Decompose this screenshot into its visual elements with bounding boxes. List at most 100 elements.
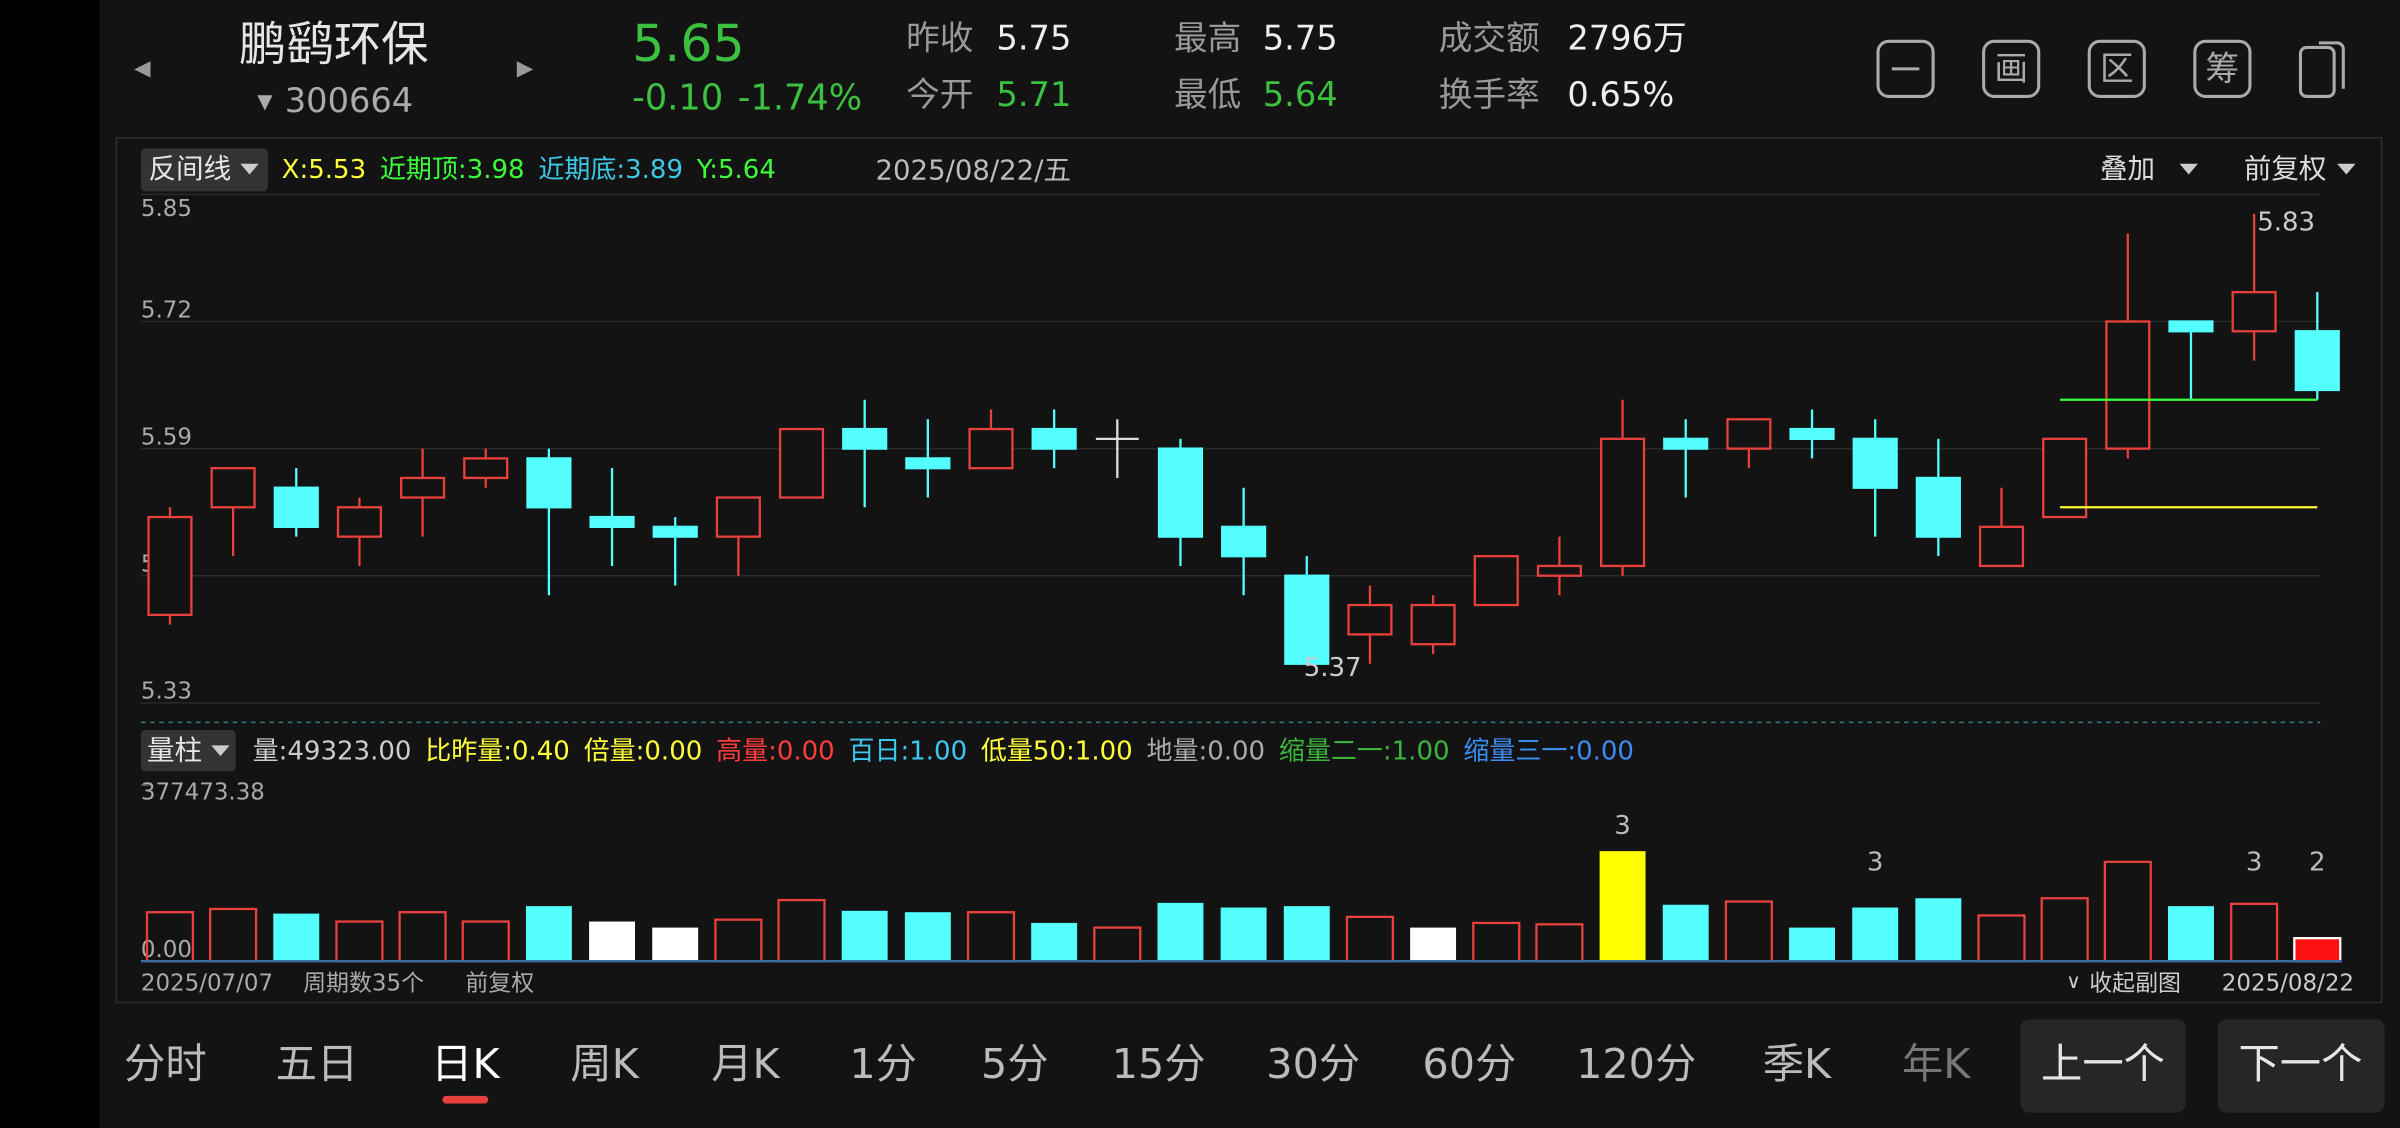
left-strip: [0, 0, 100, 1128]
candle-body: [1284, 574, 1330, 665]
end-date: 2025/08/22: [2222, 971, 2354, 997]
tool-button[interactable]: [1982, 39, 2041, 98]
candle-body: [1789, 427, 1835, 440]
period-tab[interactable]: 季K: [1763, 1040, 1832, 1088]
volume-bar: [273, 913, 320, 962]
candle-body: [1410, 603, 1456, 646]
volume-marker: 3: [1867, 848, 1884, 878]
volume-bar: [1599, 851, 1646, 962]
candle-body: [1599, 437, 1646, 568]
indicator-value: 0.40: [512, 736, 570, 766]
stat-label: 换手率: [1439, 75, 1540, 114]
period-tab[interactable]: 日K: [431, 1040, 500, 1088]
candle-body: [336, 506, 382, 538]
stat-value: 5.75: [1263, 18, 1338, 57]
volume-bar: [1789, 927, 1835, 962]
candle-body: [147, 515, 193, 616]
indicator-value: 1.00: [1392, 736, 1450, 766]
indicator-label: 近期顶:: [380, 154, 467, 184]
price-chart: 5.335.465.595.725.855.835.37: [140, 193, 2340, 705]
indicator-label: 高量:: [716, 736, 777, 766]
candle-body: [652, 525, 698, 538]
candle-body: [1031, 427, 1077, 450]
phone-icon[interactable]: [2298, 45, 2336, 98]
volume-indicator-button[interactable]: [140, 730, 236, 772]
next-button-bg[interactable]: [2217, 1019, 2385, 1113]
period-tab[interactable]: 年K: [1902, 1040, 1971, 1088]
indicator-value: 0.00: [1576, 736, 1634, 766]
candle-body: [905, 457, 951, 470]
indicator-label: 近期底:: [538, 154, 625, 184]
collapse-button[interactable]: 收起副图: [2089, 971, 2181, 997]
period-tab[interactable]: 周K: [570, 1040, 639, 1088]
candle-body: [2294, 330, 2340, 392]
volume-bar: [1852, 907, 1899, 962]
candle-body: [1978, 525, 2025, 568]
tool-label: 画: [1994, 49, 2028, 88]
indicator-value: 3.98: [467, 154, 525, 184]
indicator-value: 5.64: [718, 154, 776, 184]
period-tab[interactable]: 1分: [849, 1040, 917, 1088]
indicator-value: 3.89: [625, 154, 683, 184]
adjust-button[interactable]: 前复权: [2244, 153, 2327, 185]
tool-button[interactable]: [2193, 39, 2252, 98]
volume-bar: [2168, 906, 2214, 962]
prev-button[interactable]: 上一个: [2041, 1040, 2165, 1088]
tool-button[interactable]: [2087, 39, 2146, 98]
stat-value: 5.64: [1263, 75, 1338, 114]
candle-body: [1221, 525, 1267, 558]
indicator-name: 反间线: [149, 153, 232, 185]
collapse-icon[interactable]: ∨: [2066, 970, 2081, 993]
prev-button-bg[interactable]: [2020, 1019, 2186, 1113]
candle-body: [1157, 447, 1204, 538]
volume-bar: [1662, 904, 1709, 962]
y-tick-label: 5.59: [141, 424, 192, 450]
period-tab[interactable]: 五日: [276, 1040, 359, 1088]
period-tab[interactable]: 15分: [1112, 1040, 1206, 1088]
prev-stock[interactable]: ◀: [134, 56, 151, 81]
period-tab[interactable]: 60分: [1422, 1040, 1516, 1088]
volume-tick-label: 377473.38: [141, 779, 265, 805]
change-pct: -1.74%: [738, 77, 862, 118]
volume-bar: [1915, 898, 1962, 962]
candle-body: [526, 457, 572, 509]
stat-value: 0.65%: [1567, 75, 1674, 114]
dropdown-arrow: [211, 745, 230, 757]
candle-body: [1663, 437, 1709, 450]
indicator-values: X:5.53 近期顶:3.98 近期底:3.89 Y:5.64: [282, 154, 776, 184]
period-count: 周期数35个: [303, 971, 424, 997]
volume-bar: [652, 927, 699, 962]
overlay-button[interactable]: 叠加: [2100, 153, 2155, 185]
indicator-value: 1.00: [1075, 736, 1133, 766]
stat-value: 5.75: [996, 18, 1071, 57]
candle-body: [842, 427, 888, 450]
volume-indicator-name: 量柱: [147, 734, 202, 766]
volume-marker: 2: [2309, 848, 2326, 878]
period-tab[interactable]: 30分: [1266, 1040, 1360, 1088]
indicator-value: 0.00: [777, 736, 835, 766]
dropdown-arrow: [240, 163, 259, 175]
period-tab[interactable]: 分时: [124, 1040, 207, 1088]
min-label: 5.37: [1304, 653, 1362, 683]
period-tab[interactable]: 月K: [711, 1040, 780, 1088]
volume-bar: [525, 906, 572, 962]
next-stock[interactable]: ▶: [517, 56, 534, 81]
indicator-button[interactable]: [140, 148, 268, 192]
tool-button[interactable]: [1876, 39, 1935, 98]
next-button[interactable]: 下一个: [2238, 1040, 2362, 1088]
y-tick-label: 5.33: [141, 679, 192, 705]
indicator-value: 0.00: [644, 736, 702, 766]
price: 5.65: [632, 14, 744, 73]
period-tab[interactable]: 5分: [981, 1040, 1049, 1088]
code-arrow[interactable]: ▼: [257, 90, 273, 113]
footer-adjust: 前复权: [465, 971, 534, 997]
period-tab[interactable]: 120分: [1576, 1040, 1696, 1088]
indicator-label: 缩量二一:: [1279, 736, 1392, 766]
indicator-label: 量:: [253, 736, 288, 766]
y-tick-label: 5.72: [141, 297, 192, 323]
candle-body: [2105, 320, 2151, 450]
change: -0.10: [632, 77, 723, 118]
stat-label: 最高: [1174, 18, 1241, 57]
